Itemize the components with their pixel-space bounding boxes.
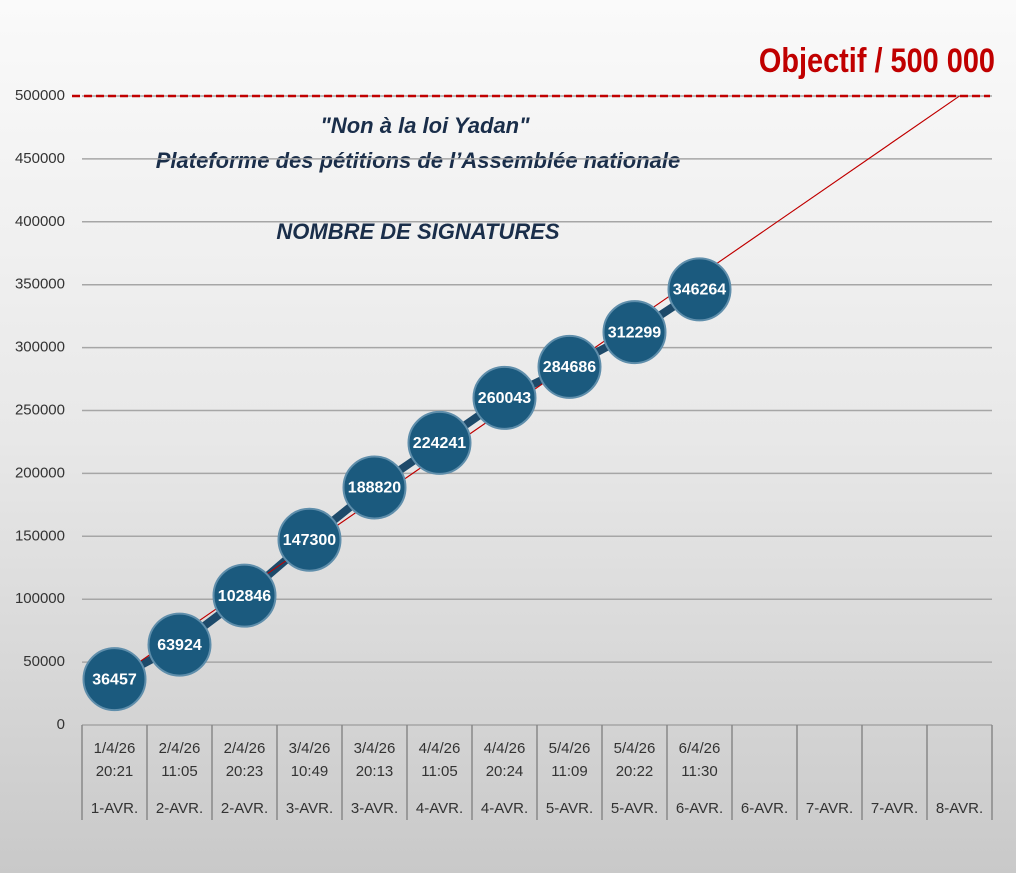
target-label: Objectif / 500 000 [759,41,995,80]
x-tick-label: 5/4/26 11:09 [548,740,591,780]
value-label: 188820 [348,480,401,497]
y-tick-label: 250000 [15,401,65,418]
x-tick-label: 4/4/26 20:24 [483,740,526,780]
chart-title: "Non à la loi Yadan" [320,113,530,138]
y-tick-label: 100000 [15,590,65,607]
x-tick-label: 6/4/26 11:30 [678,740,721,780]
x-tick-label: 3/4/26 10:49 [288,740,331,780]
marker [537,334,602,399]
x-day-label: 4-AVR. [415,800,464,817]
value-label: 36457 [92,671,137,688]
y-tick-label: 400000 [15,213,65,230]
value-label: 102846 [218,588,271,605]
x-day-label: 3-AVR. [350,800,399,817]
x-tick-label: 3/4/26 20:13 [353,740,396,780]
y-tick-label: 200000 [15,464,65,481]
marker [82,647,147,712]
x-day-label: 2-AVR. [220,800,269,817]
marker [472,365,537,430]
x-tick-label: 1/4/26 20:21 [93,740,136,780]
marker [602,300,667,365]
y-label: NOMBRE DE SIGNATURES [276,219,559,244]
value-label: 346264 [673,282,726,299]
x-tick-label: 5/4/26 20:22 [613,740,656,780]
x-day-label: 4-AVR. [480,800,529,817]
y-tick-label: 450000 [15,150,65,167]
y-tick-label: 50000 [23,653,65,670]
x-day-label: 5-AVR. [610,800,659,817]
x-day-label: 6-AVR. [740,800,789,817]
x-day-label: 1-AVR. [90,800,139,817]
marker [212,563,277,628]
marker [277,507,342,572]
x-day-label: 2-AVR. [155,800,204,817]
x-tick-label: 2/4/26 20:23 [223,740,266,780]
series-line [112,286,702,683]
y-tick-label: 350000 [15,276,65,293]
value-label: 63924 [157,637,202,654]
x-day-label: 3-AVR. [285,800,334,817]
value-label: 284686 [543,359,596,376]
marker [667,257,732,322]
y-tick-label: 0 [57,716,65,733]
chart-subtitle: Plateforme des pétitions de l’Assemblée … [156,148,681,173]
x-day-label: 8-AVR. [935,800,984,817]
x-tick-label: 4/4/26 11:05 [418,740,461,780]
x-day-label: 7-AVR. [805,800,854,817]
marker [407,410,472,475]
value-label: 224241 [413,435,466,452]
y-tick-label: 150000 [15,527,65,544]
value-label: 147300 [283,532,336,549]
x-day-label: 6-AVR. [675,800,724,817]
marker [147,612,212,677]
marker [342,455,407,520]
value-label: 260043 [478,390,531,407]
x-tick-label: 2/4/26 11:05 [158,740,201,780]
value-label: 312299 [608,324,661,341]
x-day-label: 7-AVR. [870,800,919,817]
y-tick-label: 500000 [15,87,65,104]
x-day-label: 5-AVR. [545,800,594,817]
y-tick-label: 300000 [15,339,65,356]
